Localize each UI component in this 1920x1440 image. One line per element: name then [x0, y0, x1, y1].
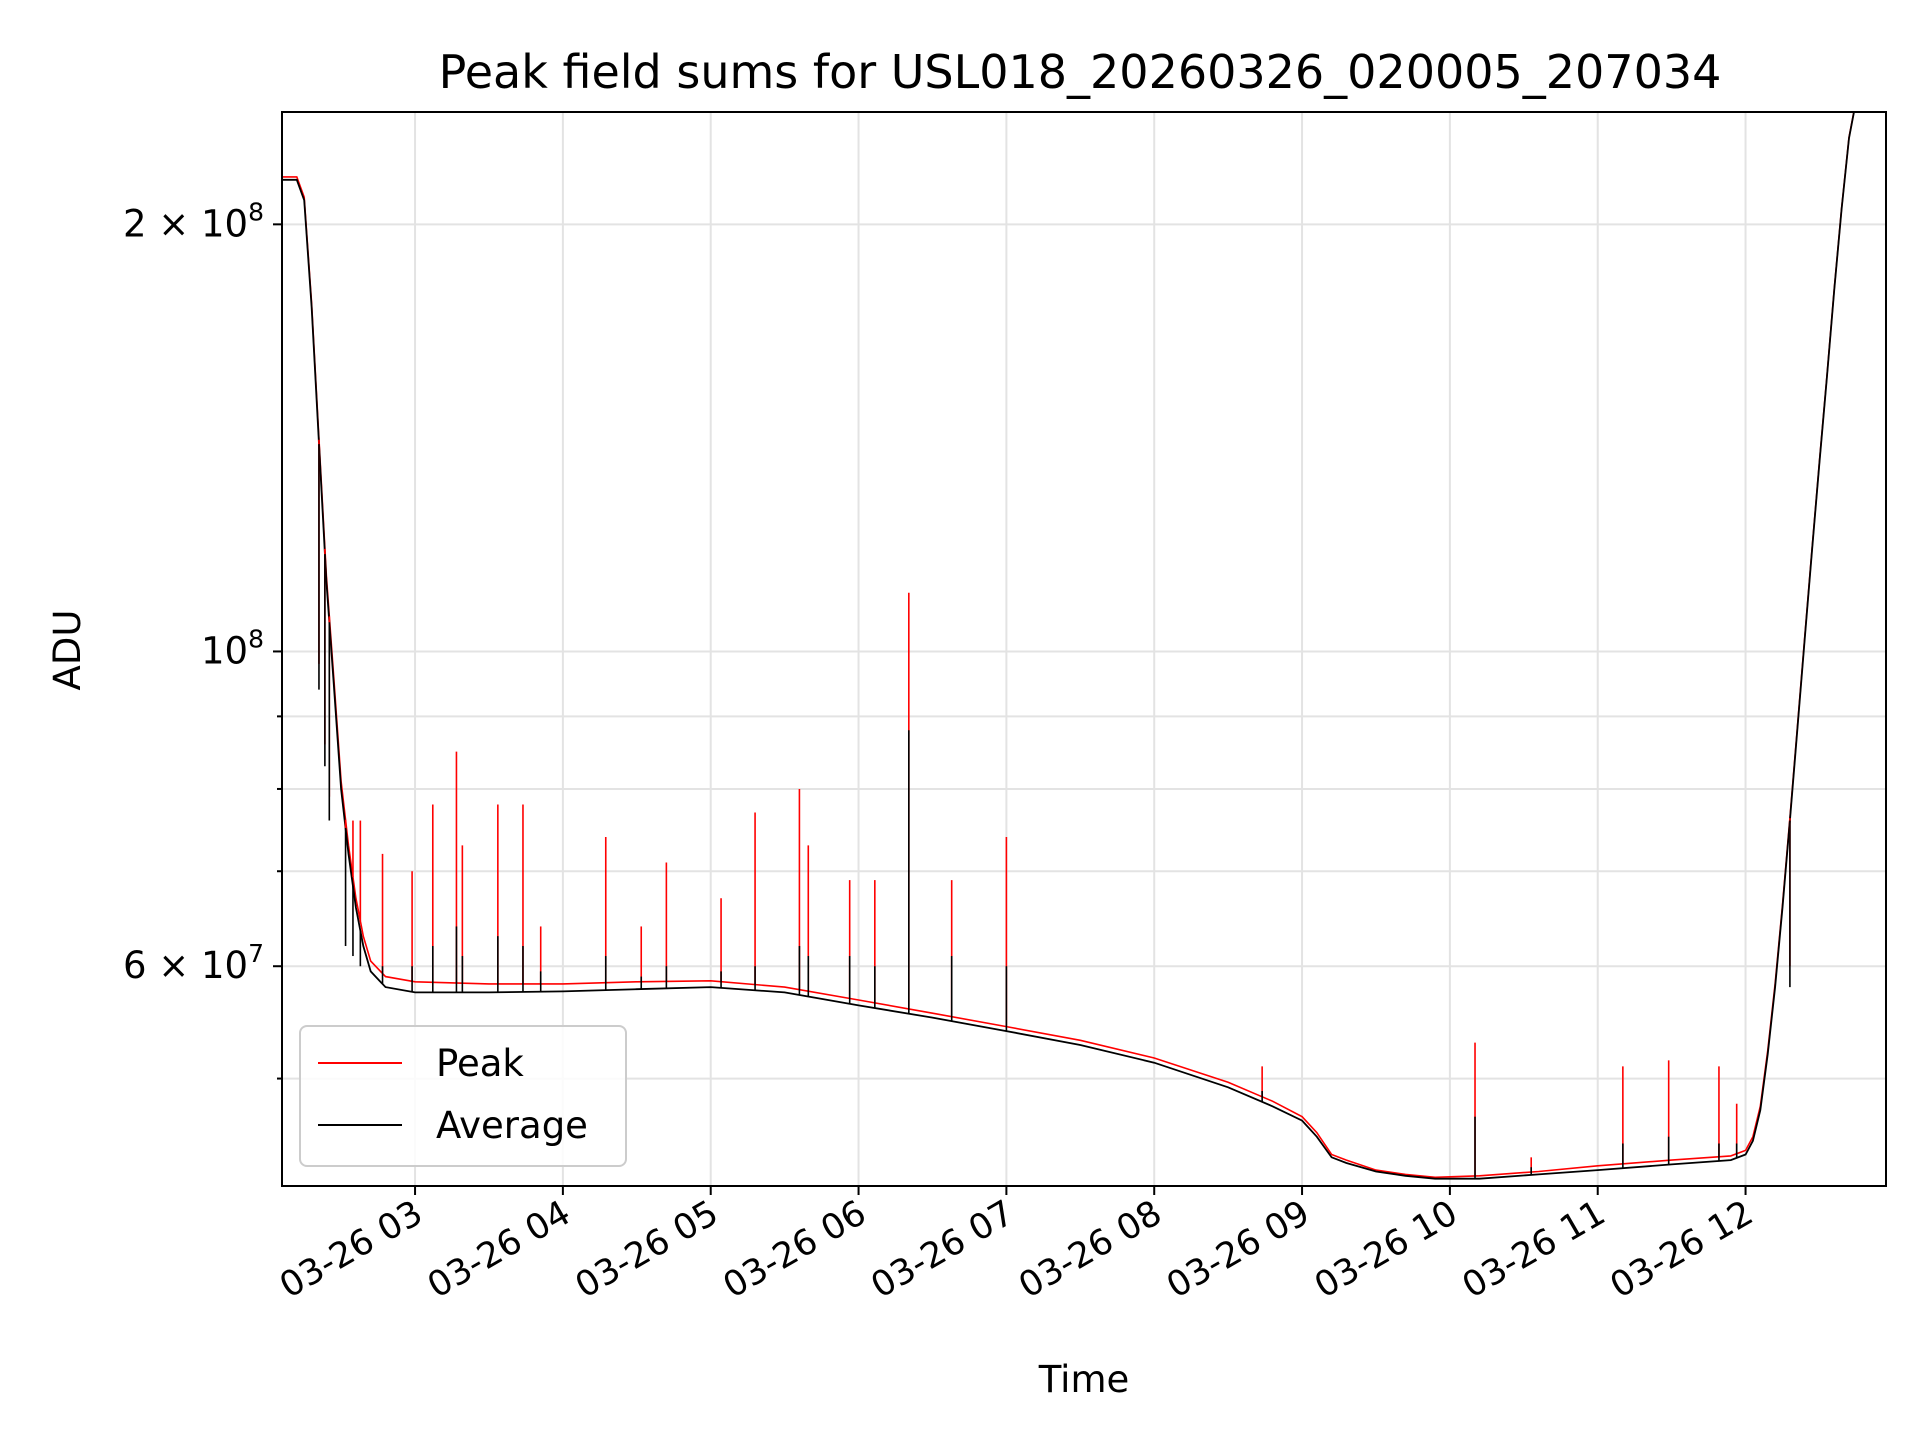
- legend-label-average: Average: [436, 1104, 588, 1147]
- legend-box: [299, 1025, 627, 1167]
- series-layer: [282, 112, 1855, 1180]
- legend-label-peak: Peak: [436, 1042, 524, 1085]
- x-axis-label: Time: [1038, 1358, 1130, 1401]
- series-line-average: [282, 112, 1855, 1180]
- legend: Peak Average: [299, 1025, 627, 1167]
- grid: [282, 112, 1886, 1186]
- y-axis-label: ADU: [46, 610, 89, 691]
- plot-frame: [281, 111, 1887, 1187]
- y-axis: 6 × 107 108 2 × 108: [123, 197, 282, 1080]
- chart-title: Peak field sums for USL018_20260326_0200…: [439, 45, 1722, 99]
- y-tick-label: 6 × 107: [123, 939, 264, 987]
- y-tick-label: 108: [201, 624, 264, 672]
- y-tick-label: 2 × 108: [123, 197, 264, 245]
